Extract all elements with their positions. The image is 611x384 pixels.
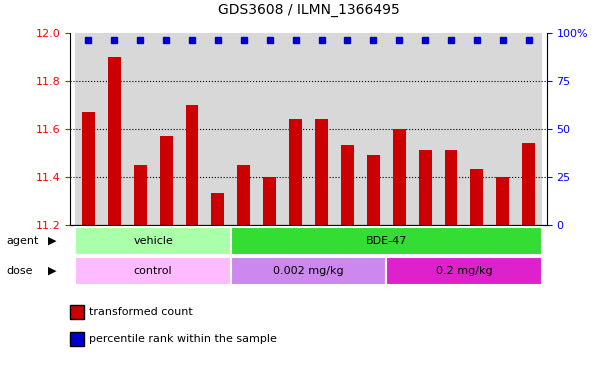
Bar [516, 33, 542, 225]
Bar [211, 194, 224, 225]
Bar [231, 257, 386, 285]
Bar [464, 33, 490, 225]
Bar [179, 33, 205, 225]
Bar [153, 33, 179, 225]
Bar [490, 33, 516, 225]
Bar [75, 257, 231, 285]
Text: 0.002 mg/kg: 0.002 mg/kg [273, 266, 344, 276]
Bar [205, 33, 231, 225]
Bar [82, 112, 95, 225]
Text: ▶: ▶ [48, 266, 56, 276]
Bar [108, 57, 121, 225]
Bar [134, 165, 147, 225]
Bar [386, 257, 542, 285]
Bar [438, 33, 464, 225]
Bar [445, 150, 458, 225]
Text: transformed count: transformed count [89, 307, 192, 317]
Bar [127, 33, 153, 225]
Bar [257, 33, 283, 225]
Bar [367, 155, 380, 225]
Bar [315, 119, 328, 225]
Bar [341, 146, 354, 225]
Bar [334, 33, 360, 225]
Bar [263, 177, 276, 225]
Bar [412, 33, 438, 225]
Bar [289, 119, 302, 225]
Bar [231, 33, 257, 225]
Bar [101, 33, 127, 225]
Text: BDE-47: BDE-47 [365, 236, 407, 246]
Bar [360, 33, 386, 225]
Text: agent: agent [6, 236, 38, 246]
Bar [75, 227, 231, 255]
Text: GDS3608 / ILMN_1366495: GDS3608 / ILMN_1366495 [218, 3, 400, 17]
Text: vehicle: vehicle [133, 236, 173, 246]
Bar [159, 136, 172, 225]
Text: control: control [134, 266, 172, 276]
Bar [522, 143, 535, 225]
Bar [75, 33, 101, 225]
Bar [419, 150, 431, 225]
Text: ▶: ▶ [48, 236, 56, 246]
Bar [283, 33, 309, 225]
Text: 0.2 mg/kg: 0.2 mg/kg [436, 266, 492, 276]
Bar [496, 177, 510, 225]
Bar [309, 33, 334, 225]
Bar [470, 169, 483, 225]
Bar [237, 165, 251, 225]
Bar [186, 105, 199, 225]
Text: percentile rank within the sample: percentile rank within the sample [89, 334, 276, 344]
Text: dose: dose [6, 266, 32, 276]
Bar [231, 227, 542, 255]
Bar [393, 129, 406, 225]
Bar [386, 33, 412, 225]
